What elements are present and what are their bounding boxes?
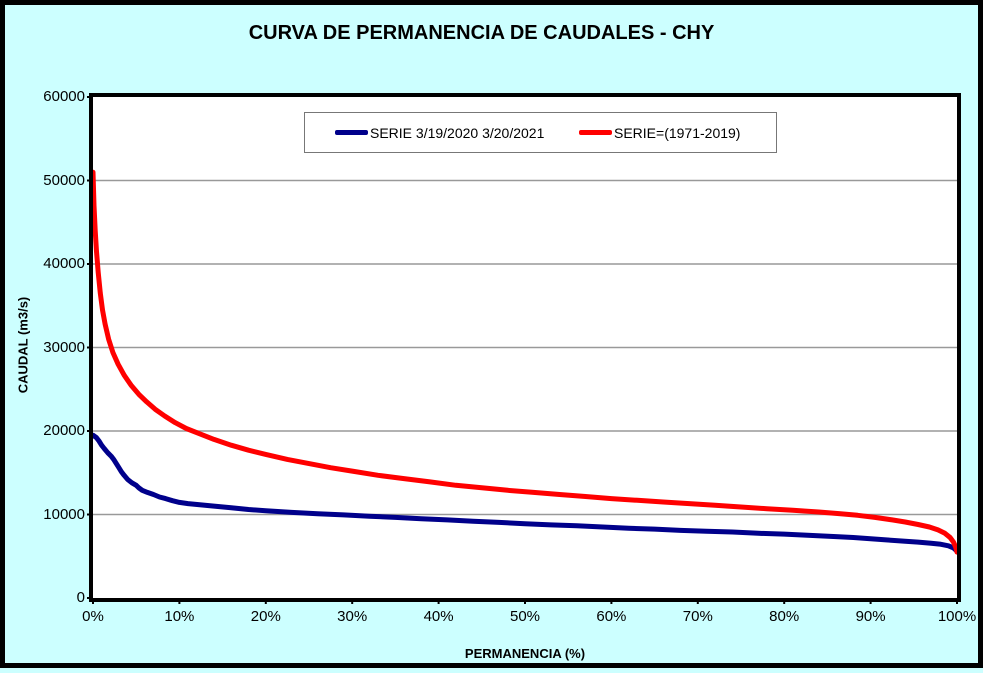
series-line-0 [90, 432, 960, 554]
legend-label-series-2020-2021: SERIE 3/19/2020 3/20/2021 [370, 124, 545, 141]
x-tick-label: 80% [769, 608, 800, 625]
x-tick-label: 20% [250, 608, 281, 625]
legend-line-sample-blue-icon [335, 130, 368, 135]
y-tick-label: 50000 [43, 171, 85, 189]
x-tick-label: 90% [855, 608, 886, 625]
y-tick-label: 0 [76, 589, 85, 606]
legend: SERIE 3/19/2020 3/20/2021 SERIE=(1971-20… [304, 112, 777, 153]
plot-area [87, 93, 961, 604]
x-tick-label: 30% [337, 608, 368, 625]
series-line-1 [90, 169, 960, 555]
plot-border [89, 93, 961, 602]
x-tick-label: 60% [596, 608, 627, 625]
x-tick-label: 50% [509, 608, 541, 625]
y-tick-label: 60000 [43, 88, 85, 105]
x-tick-label: 40% [423, 608, 454, 625]
x-tick-label: 100% [937, 608, 977, 625]
y-axis-title: CAUDAL (m3/s) [15, 296, 31, 394]
x-tick-label: 0% [82, 608, 104, 625]
y-tick-label: 10000 [43, 505, 85, 523]
legend-label-series-1971-2019: SERIE=(1971-2019) [614, 124, 741, 141]
x-axis-title: PERMANENCIA (%) [464, 646, 586, 661]
x-tick-label: 10% [164, 608, 195, 625]
y-tick-label: 20000 [43, 422, 85, 439]
legend-line-sample-red-icon [579, 130, 612, 135]
legend-item-series-1971-2019: SERIE=(1971-2019) [579, 113, 740, 152]
y-tick-label: 40000 [43, 255, 85, 272]
x-tick-label: 70% [682, 608, 713, 625]
legend-item-series-2020-2021: SERIE 3/19/2020 3/20/2021 [335, 113, 544, 152]
y-tick-label: 30000 [43, 338, 85, 356]
chart-title: CURVA DE PERMANENCIA DE CAUDALES - CHY [248, 22, 715, 44]
